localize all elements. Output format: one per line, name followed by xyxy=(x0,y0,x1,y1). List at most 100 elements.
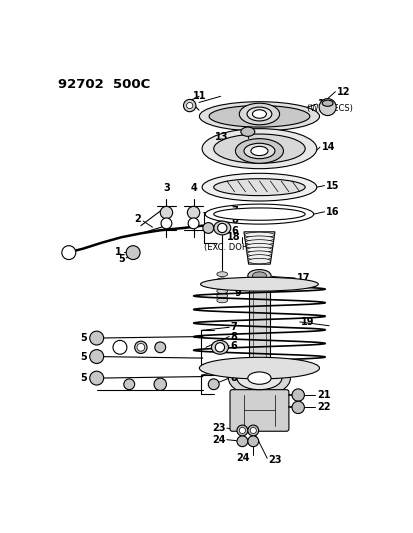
Ellipse shape xyxy=(244,232,274,238)
Text: (EXC. DOHC): (EXC. DOHC) xyxy=(203,244,256,253)
Circle shape xyxy=(247,425,258,436)
Ellipse shape xyxy=(247,270,271,282)
Ellipse shape xyxy=(217,223,226,232)
Text: 14: 14 xyxy=(320,142,334,152)
Text: 7: 7 xyxy=(230,366,237,375)
Circle shape xyxy=(62,246,76,260)
Text: 5: 5 xyxy=(81,333,87,343)
Ellipse shape xyxy=(247,372,271,384)
Ellipse shape xyxy=(213,221,230,235)
Ellipse shape xyxy=(213,134,304,163)
Text: 5: 5 xyxy=(81,373,87,383)
Ellipse shape xyxy=(154,378,166,391)
Ellipse shape xyxy=(202,128,316,168)
Text: 18: 18 xyxy=(227,232,240,242)
Ellipse shape xyxy=(243,143,274,159)
Text: 4: 4 xyxy=(190,183,197,193)
Text: 7: 7 xyxy=(230,322,237,332)
Circle shape xyxy=(90,350,103,364)
Ellipse shape xyxy=(213,179,304,196)
Ellipse shape xyxy=(235,139,283,163)
Text: 11: 11 xyxy=(193,91,206,101)
Text: 21: 21 xyxy=(316,390,330,400)
Ellipse shape xyxy=(250,147,267,156)
Text: 8: 8 xyxy=(231,215,238,225)
Ellipse shape xyxy=(216,293,227,298)
Text: 8: 8 xyxy=(230,332,237,342)
Circle shape xyxy=(249,427,256,433)
Text: 22: 22 xyxy=(316,402,330,413)
Text: 17: 17 xyxy=(296,273,309,283)
Ellipse shape xyxy=(321,100,332,106)
Ellipse shape xyxy=(199,357,319,379)
Text: 3: 3 xyxy=(163,183,169,193)
Circle shape xyxy=(186,102,192,109)
Ellipse shape xyxy=(216,278,227,282)
Circle shape xyxy=(236,436,247,447)
Ellipse shape xyxy=(216,289,227,294)
Ellipse shape xyxy=(123,379,134,390)
Text: 8: 8 xyxy=(230,373,237,383)
Ellipse shape xyxy=(240,127,254,136)
Circle shape xyxy=(236,425,247,436)
Ellipse shape xyxy=(252,272,266,280)
Bar xyxy=(248,280,270,395)
Text: 16: 16 xyxy=(325,207,339,217)
Ellipse shape xyxy=(228,360,290,396)
Text: 1: 1 xyxy=(114,247,121,257)
Circle shape xyxy=(183,99,195,112)
Circle shape xyxy=(291,401,304,414)
Circle shape xyxy=(90,331,103,345)
Circle shape xyxy=(239,427,245,433)
Ellipse shape xyxy=(216,272,227,277)
Ellipse shape xyxy=(211,341,228,354)
Text: 7: 7 xyxy=(231,206,238,216)
Text: 10: 10 xyxy=(318,99,331,109)
FancyBboxPatch shape xyxy=(230,390,288,431)
Text: 15: 15 xyxy=(325,181,339,191)
Text: 19: 19 xyxy=(301,317,314,327)
Text: 24: 24 xyxy=(236,453,249,463)
Circle shape xyxy=(126,246,140,260)
Ellipse shape xyxy=(205,204,313,224)
Ellipse shape xyxy=(247,107,271,121)
Ellipse shape xyxy=(239,103,279,125)
Ellipse shape xyxy=(216,298,227,303)
Polygon shape xyxy=(243,232,274,264)
Text: 23: 23 xyxy=(268,455,282,465)
Ellipse shape xyxy=(218,284,225,287)
Ellipse shape xyxy=(246,247,272,253)
Ellipse shape xyxy=(137,343,145,351)
Circle shape xyxy=(113,341,127,354)
Text: (DOHC): (DOHC) xyxy=(202,365,234,374)
Ellipse shape xyxy=(134,341,147,353)
Ellipse shape xyxy=(245,240,273,245)
Ellipse shape xyxy=(208,379,218,390)
Text: 12: 12 xyxy=(336,87,349,96)
Text: 6: 6 xyxy=(230,341,237,351)
Text: 6: 6 xyxy=(231,226,238,236)
Ellipse shape xyxy=(199,102,319,131)
Circle shape xyxy=(161,218,171,229)
Ellipse shape xyxy=(213,208,304,220)
Text: 13: 13 xyxy=(214,132,228,142)
Text: 24: 24 xyxy=(211,435,225,445)
Ellipse shape xyxy=(244,236,273,241)
Text: 92702  500C: 92702 500C xyxy=(58,78,150,91)
Ellipse shape xyxy=(202,173,316,201)
Circle shape xyxy=(187,206,199,219)
Text: 5: 5 xyxy=(118,254,124,264)
Ellipse shape xyxy=(200,277,318,291)
Ellipse shape xyxy=(154,342,165,353)
Text: 20: 20 xyxy=(235,368,248,378)
Text: 5: 5 xyxy=(81,352,87,361)
Ellipse shape xyxy=(247,255,271,260)
Ellipse shape xyxy=(247,251,271,256)
Circle shape xyxy=(160,206,172,219)
Circle shape xyxy=(247,436,258,447)
Ellipse shape xyxy=(252,110,266,118)
Ellipse shape xyxy=(245,244,272,249)
Ellipse shape xyxy=(236,367,281,390)
Text: 9: 9 xyxy=(234,288,241,298)
Text: 23: 23 xyxy=(211,423,225,433)
